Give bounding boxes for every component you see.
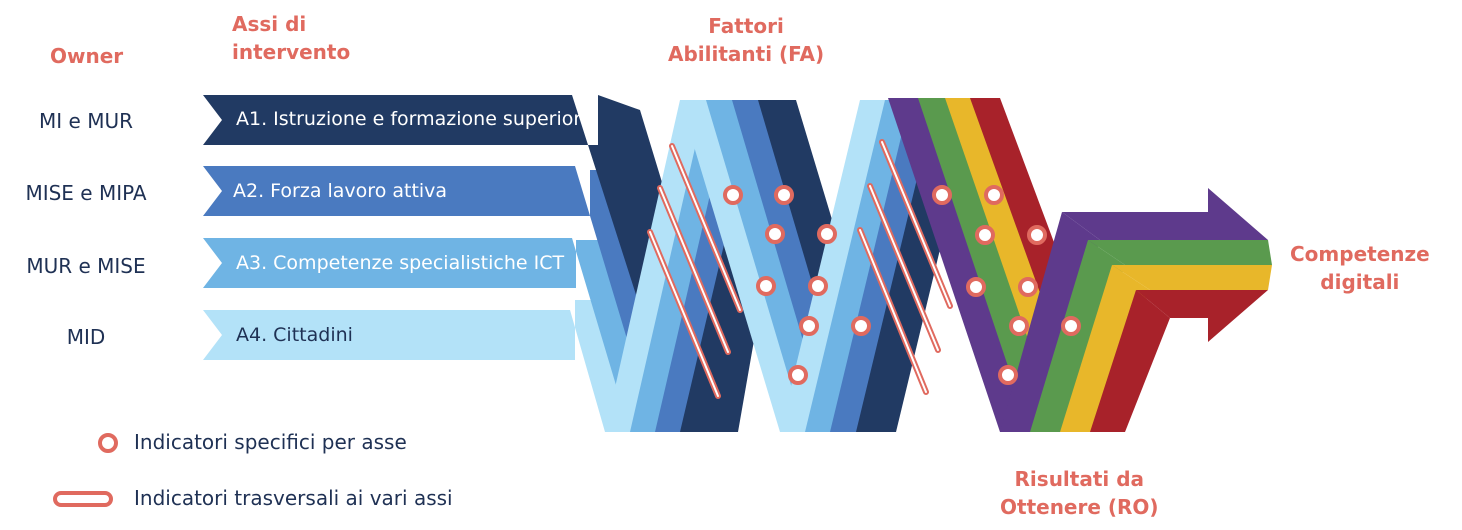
specific-indicator xyxy=(1011,318,1027,334)
specific-indicator xyxy=(790,367,806,383)
specific-indicator xyxy=(853,318,869,334)
specific-indicator xyxy=(986,187,1002,203)
specific-indicator xyxy=(767,226,783,242)
specific-indicator xyxy=(1063,318,1079,334)
legend-transversal-label: Indicatori trasversali ai vari assi xyxy=(134,486,453,510)
axis-band-a4 xyxy=(203,300,660,432)
specific-indicator xyxy=(725,187,741,203)
specific-indicator xyxy=(758,278,774,294)
specific-indicator xyxy=(810,278,826,294)
legend-specific-label: Indicatori specifici per asse xyxy=(134,430,407,454)
specific-indicator xyxy=(1029,227,1045,243)
specific-indicator xyxy=(1000,367,1016,383)
axis-label-a1: A1. Istruzione e formazione superiore xyxy=(236,108,592,130)
specific-indicator xyxy=(776,187,792,203)
axis-label-a4: A4. Cittadini xyxy=(236,324,353,346)
specific-indicator xyxy=(968,279,984,295)
specific-indicator xyxy=(819,226,835,242)
specific-indicator xyxy=(801,318,817,334)
specific-indicator xyxy=(1020,279,1036,295)
arrow-band-purple xyxy=(1062,188,1268,240)
axis-label-a3: A3. Competenze specialistiche ICT xyxy=(236,252,564,274)
specific-indicator xyxy=(977,227,993,243)
legend-capsule-icon xyxy=(55,493,111,505)
legend-ring-icon xyxy=(100,435,116,451)
specific-indicator xyxy=(934,187,950,203)
axis-label-a2: A2. Forza lavoro attiva xyxy=(233,180,447,202)
